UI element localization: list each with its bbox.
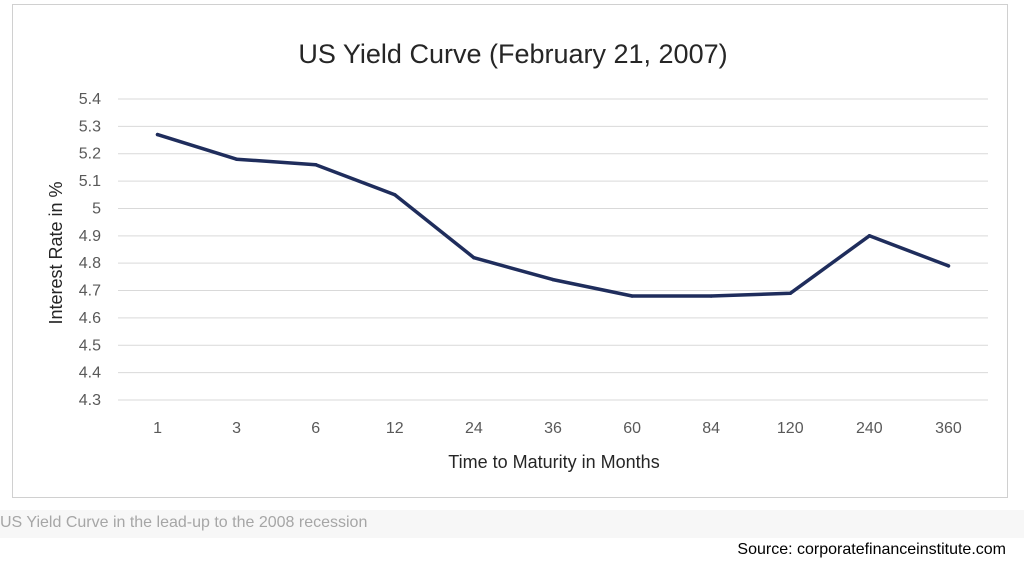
x-tick-label: 12 bbox=[386, 420, 404, 437]
y-tick-label: 4.7 bbox=[79, 283, 101, 300]
data-point bbox=[234, 157, 239, 161]
y-tick-label: 4.8 bbox=[79, 255, 101, 272]
x-tick-label: 3 bbox=[232, 420, 241, 437]
x-tick-label: 360 bbox=[935, 420, 962, 437]
caption-bar bbox=[0, 510, 1024, 538]
y-tick-label: 5.2 bbox=[79, 146, 101, 163]
x-tick-label: 36 bbox=[544, 420, 562, 437]
x-tick-label: 84 bbox=[702, 420, 720, 437]
data-point bbox=[472, 256, 476, 260]
y-tick-label: 5.1 bbox=[79, 173, 101, 190]
data-point bbox=[393, 193, 397, 197]
y-axis-ticks: 4.3 4.4 4.5 4.6 4.7 4.8 4.9 5 5.1 5.2 5.3 5.4 bbox=[79, 91, 101, 409]
x-axis-label: Time to Maturity in Months bbox=[448, 452, 659, 472]
series-line bbox=[155, 132, 951, 298]
gridlines bbox=[118, 98, 988, 401]
y-tick-label: 4.5 bbox=[79, 337, 101, 354]
data-point bbox=[155, 132, 160, 137]
x-tick-label: 120 bbox=[777, 420, 804, 437]
x-tick-label: 240 bbox=[856, 420, 883, 437]
series-group bbox=[155, 132, 951, 298]
y-tick-label: 4.6 bbox=[79, 310, 101, 327]
x-tick-label: 24 bbox=[465, 420, 483, 437]
data-point bbox=[551, 277, 555, 282]
y-axis-label: Interest Rate in % bbox=[46, 181, 66, 324]
y-tick-label: 4.9 bbox=[79, 228, 101, 245]
chart-frame: US Yield Curve (February 21, 2007) 4.3 4.… bbox=[12, 4, 1008, 498]
x-tick-label: 60 bbox=[623, 420, 641, 437]
y-tick-label: 5.4 bbox=[79, 91, 101, 108]
y-tick-label: 5.3 bbox=[79, 118, 101, 135]
y-tick-label: 4.4 bbox=[79, 365, 101, 382]
x-tick-label: 6 bbox=[311, 420, 320, 437]
source-credit: Source: corporatefinanceinstitute.com bbox=[737, 541, 1006, 558]
data-point bbox=[630, 294, 634, 298]
data-point bbox=[946, 264, 951, 268]
yield-curve-chart: US Yield Curve (February 21, 2007) 4.34.… bbox=[46, 39, 988, 472]
figure-caption: US Yield Curve in the lead-up to the 200… bbox=[0, 514, 368, 531]
x-tick-label: 1 bbox=[153, 420, 162, 437]
x-axis-ticks: 1 3 6 12 24 36 60 84 120 240 360 bbox=[153, 420, 962, 437]
chart-title: US Yield Curve (February 21, 2007) bbox=[298, 39, 727, 69]
data-point bbox=[314, 162, 318, 167]
data-point bbox=[867, 234, 872, 238]
y-tick-label: 5 bbox=[92, 200, 101, 217]
data-point bbox=[788, 291, 792, 295]
data-point bbox=[709, 294, 713, 298]
y-tick-label: 4.3 bbox=[79, 392, 101, 409]
